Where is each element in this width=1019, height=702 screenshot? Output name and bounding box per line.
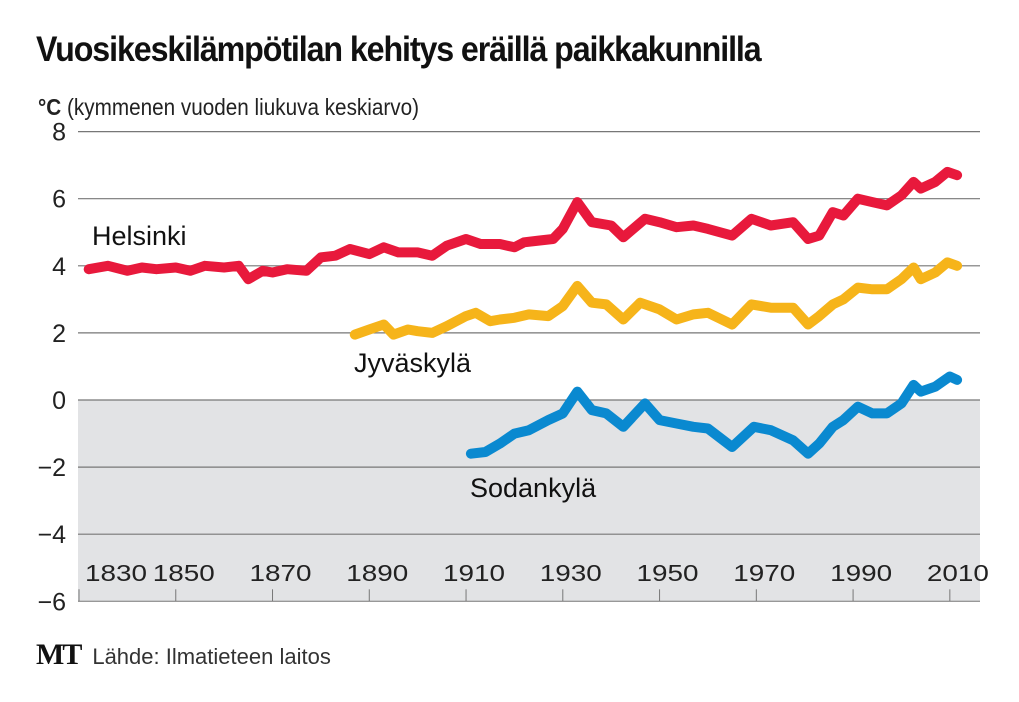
- y-tick-label: 4: [52, 253, 66, 281]
- x-tick-label: 1870: [250, 560, 312, 586]
- x-tick-labels: 1830 1850 1870 1890 1910 1930 1950 1970 1990 2010: [85, 560, 989, 586]
- series-line-helsinki: [83, 166, 963, 285]
- series-label: Sodankylä: [470, 473, 597, 503]
- x-tick-label: 1850: [153, 560, 215, 586]
- y-tick-label: −4: [37, 521, 66, 549]
- subtitle-text: (kymmenen vuoden liukuva keskiarvo): [66, 94, 420, 120]
- x-tick-label: 1930: [540, 560, 602, 586]
- series-label: Helsinki: [92, 221, 187, 251]
- y-tick-label: −2: [37, 454, 66, 482]
- y-tick-label: 0: [52, 387, 66, 415]
- y-tick-label: 6: [52, 186, 66, 214]
- series-lines: [83, 166, 963, 459]
- x-tick-label: 1910: [443, 560, 505, 586]
- y-tick-label: 8: [52, 119, 66, 147]
- unit-label: °C: [38, 94, 62, 120]
- mt-logo: MT: [36, 638, 82, 671]
- x-tick-label: 1830: [85, 560, 147, 586]
- x-tick-label: 1990: [830, 560, 892, 586]
- chart-title: Vuosikeskilämpötilan kehitys eräillä pai…: [36, 30, 762, 69]
- y-axis-label: °C (kymmenen vuoden liukuva keskiarvo): [38, 94, 419, 121]
- x-tick-label: 1950: [637, 560, 699, 586]
- series-line-sodankyla: [465, 371, 963, 459]
- y-tick-label: −6: [37, 588, 66, 616]
- x-tick-label: 1890: [346, 560, 408, 586]
- footer: MT Lähde: Ilmatieteen laitos: [36, 638, 331, 672]
- y-tick-labels: 8 6 4 2 0 −2 −4 −6: [37, 119, 66, 617]
- series-line-jyvaskyla: [349, 257, 963, 340]
- series-annotations: Helsinki Jyväskylä Sodankylä: [92, 221, 597, 503]
- y-tick-label: 2: [52, 320, 66, 348]
- series-label: Jyväskylä: [354, 348, 472, 378]
- x-tick-label: 1970: [733, 560, 795, 586]
- x-tick-label: 2010: [927, 560, 989, 586]
- source-text: Lähde: Ilmatieteen laitos: [92, 644, 331, 669]
